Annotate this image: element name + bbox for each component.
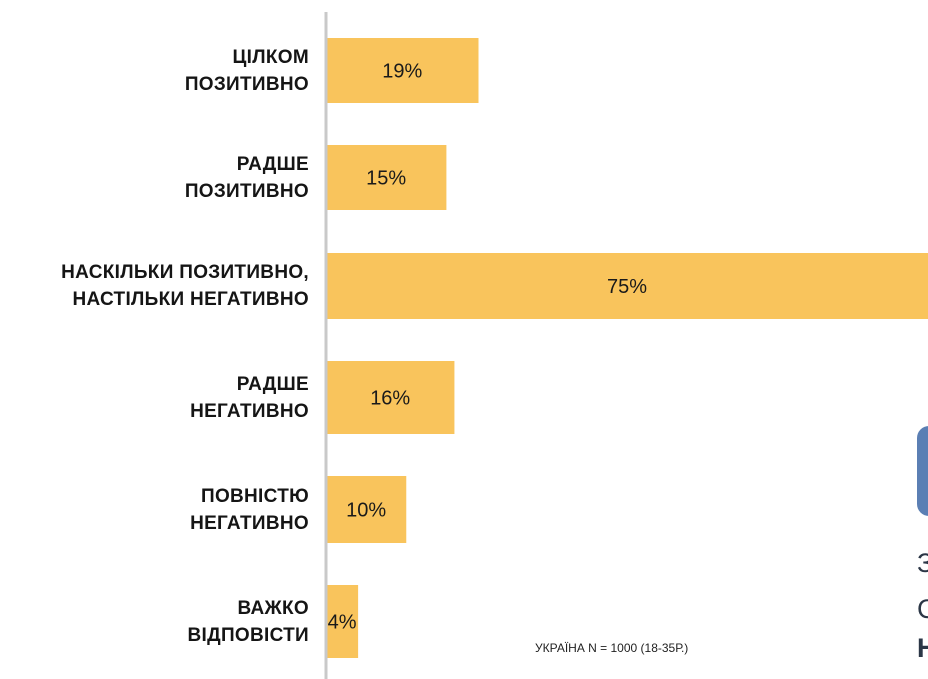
bar-3 — [326, 253, 928, 319]
bar-2 — [326, 145, 447, 210]
category-label-5: ПОВНІСТЮ НЕГАТИВНО — [190, 485, 309, 534]
bar-1 — [326, 38, 479, 103]
bar-4 — [326, 361, 455, 434]
category-label-4: РАДШЕ НЕГАТИВНО — [190, 373, 309, 422]
data-label-6: 4% — [328, 612, 357, 634]
data-label-4: 16% — [370, 388, 410, 410]
bar-5 — [326, 476, 407, 543]
category-label-2: РАДШЕ ПОЗИТИВНО — [184, 153, 309, 202]
side-card — [917, 426, 928, 516]
data-labels-group: 19% 15% 75% 16% 10% 4% — [328, 61, 648, 634]
category-label-3: НАСКІЛЬКИ ПОЗИТИВНО, НАСТІЛЬКИ НЕГАТИВНО — [61, 262, 309, 310]
category-label-1: ЦІЛКОМ ПОЗИТИВНО — [184, 46, 309, 95]
data-label-3: 75% — [607, 276, 647, 298]
category-label-6: ВАЖКО ВІДПОВІСТИ — [187, 597, 309, 646]
cropped-text-1: З — [917, 548, 928, 578]
data-label-5: 10% — [346, 500, 386, 522]
data-label-2: 15% — [366, 168, 406, 190]
data-label-1: 19% — [382, 61, 422, 83]
cropped-text-2: С — [917, 594, 928, 624]
sample-note: УКРАЇНА N = 1000 (18-35Р.) — [535, 641, 689, 655]
cropped-text-3: Н — [917, 633, 928, 663]
bar-6 — [326, 585, 359, 658]
bars-group — [326, 38, 928, 658]
